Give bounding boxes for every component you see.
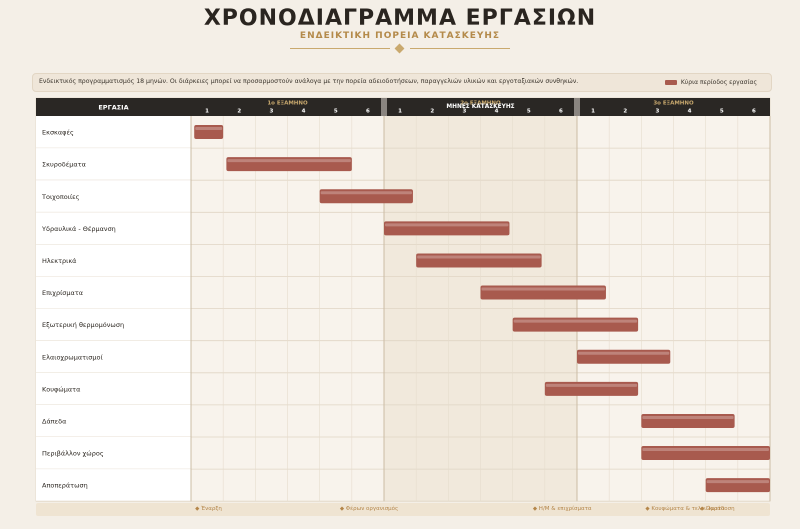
task-label: Αποπεράτωση <box>42 482 88 490</box>
task-label: Ελαιοχρωματισμοί <box>42 353 104 361</box>
task-label: Ηλεκτρικά <box>42 257 76 265</box>
milestone-label: ◆ Φέρων οργανισμός <box>339 506 399 512</box>
semester-label: 1ο ΕΞΑΜΗΝΟ <box>267 101 308 107</box>
legend-label: Κύρια περίοδος εργασίας <box>680 79 757 86</box>
page-title: ΧΡΟΝΟΔΙΑΓΡΑΜΜΑ ΕΡΓΑΣΙΩΝ <box>203 6 597 31</box>
month-tick-label: 5 <box>720 109 724 115</box>
task-label: Δάπεδα <box>42 417 66 425</box>
task-label: Επιχρίσματα <box>42 289 83 297</box>
task-cell <box>36 116 191 149</box>
task-label: Σκυροδέματα <box>42 161 86 169</box>
month-tick-label: 2 <box>237 109 241 115</box>
month-tick-label: 1 <box>591 109 595 115</box>
milestone-label: ◆ Παράδοση <box>700 506 735 512</box>
info-bar: Ενδεικτικός προγραμματισμός 18 μηνών. Οι… <box>32 73 772 92</box>
semester-label: 3ο ΕΞΑΜΗΝΟ <box>653 101 694 107</box>
milestone-label: ◆ Κουφώματα & τελειώματα <box>645 506 725 512</box>
task-cell <box>36 404 191 437</box>
task-cell <box>36 437 191 470</box>
task-bar <box>512 317 639 332</box>
task-bar-highlight <box>642 448 769 452</box>
semester-separator <box>574 98 580 116</box>
task-label: Τοιχοποιίες <box>41 193 80 201</box>
legend-swatch <box>664 80 677 85</box>
task-header: ΕΡΓΑΣΙΑ <box>98 104 128 112</box>
month-tick-label: 4 <box>495 109 499 115</box>
month-tick-label: 2 <box>623 109 627 115</box>
legend: Κύρια περίοδος εργασίας <box>664 79 757 86</box>
task-label: Υδραυλικά - Θέρμανση <box>41 225 116 233</box>
task-label: Κουφώματα <box>42 385 80 393</box>
task-bar-highlight <box>227 159 351 163</box>
months-header: ΜΗΝΕΣ ΚΑΤΑΣΚΕΥΗΣ <box>446 104 514 110</box>
task-label: Περιβάλλον χώρος <box>42 450 104 458</box>
task-bar-highlight <box>706 480 769 484</box>
task-cell <box>36 180 191 213</box>
month-tick-label: 5 <box>334 109 338 115</box>
task-bar-highlight <box>513 319 638 323</box>
milestones-bar: ◆ Έναρξη ◆ Φέρων οργανισμός ◆ Η/Μ & επιχρί… <box>36 503 770 516</box>
schedule-note: Ενδεικτικός προγραμματισμός 18 μηνών. Οι… <box>39 78 579 85</box>
task-cell <box>36 212 191 245</box>
task-bar <box>577 349 671 364</box>
month-tick-label: 1 <box>398 109 402 115</box>
milestone-label: ◆ Έναρξη <box>195 506 222 512</box>
month-tick-label: 6 <box>366 109 370 115</box>
task-bar-highlight <box>481 287 605 291</box>
month-tick-label: 3 <box>656 109 660 115</box>
task-cell <box>36 148 191 181</box>
month-tick-label: 3 <box>463 109 467 115</box>
month-tick-label: 4 <box>688 109 692 115</box>
task-label: Εκσκαφές <box>42 129 74 137</box>
divider-left <box>290 48 390 49</box>
page-subtitle: ΕΝΔΕΙΚΤΙΚΗ ΠΟΡΕΙΑ ΚΑΤΑΣΚΕΥΗΣ <box>299 31 501 41</box>
divider-right <box>410 48 510 49</box>
month-tick-label: 1 <box>205 109 209 115</box>
task-bar <box>194 125 224 140</box>
header-band <box>36 98 770 116</box>
task-bar-highlight <box>578 351 670 355</box>
month-tick-label: 2 <box>430 109 434 115</box>
task-label: Εξωτερική θερμομόνωση <box>42 321 124 329</box>
task-bar <box>641 446 770 461</box>
semester-label: 2ο ΕΞΑΜΗΝΟ <box>460 101 501 107</box>
task-cell <box>36 372 191 405</box>
task-bar-highlight <box>320 191 412 195</box>
task-bar-highlight <box>195 127 223 131</box>
task-bar <box>544 381 639 396</box>
semester-separator <box>381 98 387 116</box>
task-cell <box>36 308 191 341</box>
task-bar <box>416 253 542 268</box>
task-bar <box>384 221 510 236</box>
task-bar-highlight <box>417 255 541 259</box>
month-tick-label: 6 <box>752 109 756 115</box>
task-cell <box>36 276 191 309</box>
month-tick-label: 6 <box>559 109 563 115</box>
task-cell <box>36 340 191 373</box>
task-bar <box>319 189 413 204</box>
task-bar-highlight <box>385 223 509 227</box>
task-bar <box>480 285 606 300</box>
month-tick-label: 5 <box>527 109 531 115</box>
month-tick-label: 4 <box>302 109 306 115</box>
task-bar-highlight <box>642 415 734 419</box>
milestone-label: ◆ Η/Μ & επιχρίσματα <box>532 506 592 512</box>
month-tick-label: 3 <box>270 109 274 115</box>
task-cell <box>36 244 191 277</box>
task-bar-highlight <box>545 383 638 387</box>
task-cell <box>36 469 191 502</box>
task-bar <box>641 413 735 428</box>
task-bar <box>705 478 770 493</box>
task-bar <box>226 157 352 172</box>
